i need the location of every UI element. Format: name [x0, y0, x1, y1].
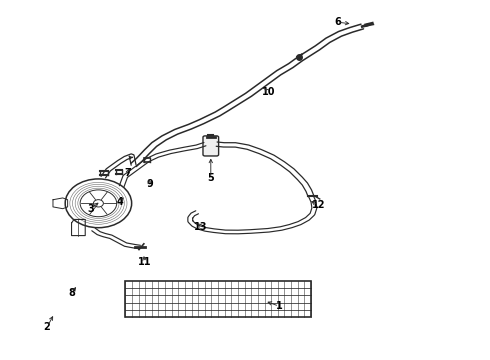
- Text: 13: 13: [194, 222, 208, 231]
- Text: 6: 6: [335, 17, 341, 27]
- Text: 5: 5: [207, 173, 214, 183]
- Text: 7: 7: [124, 168, 131, 178]
- Text: 11: 11: [138, 257, 151, 267]
- Text: 9: 9: [147, 179, 153, 189]
- Bar: [125, 281, 311, 317]
- Text: 1: 1: [276, 301, 283, 311]
- Text: 10: 10: [262, 87, 275, 97]
- Text: 8: 8: [68, 288, 75, 298]
- FancyBboxPatch shape: [203, 136, 219, 156]
- Text: 4: 4: [117, 197, 124, 207]
- Text: 3: 3: [88, 204, 95, 214]
- Text: 2: 2: [44, 322, 50, 332]
- Text: 12: 12: [312, 200, 325, 210]
